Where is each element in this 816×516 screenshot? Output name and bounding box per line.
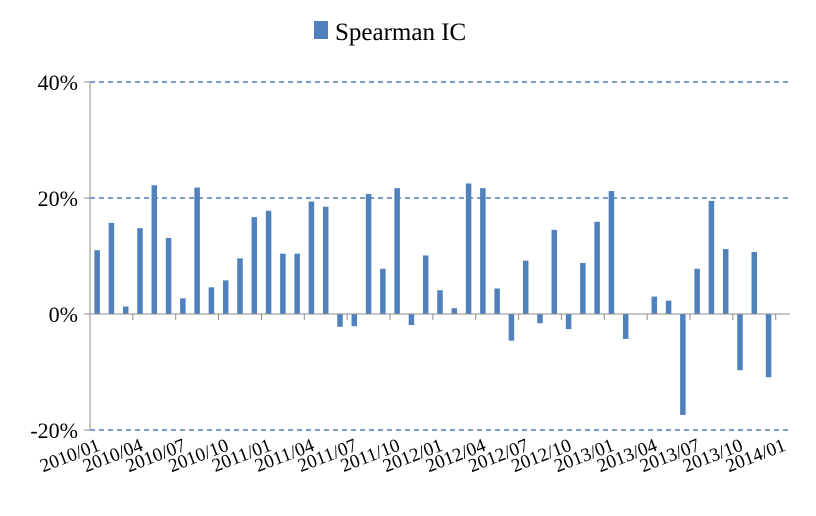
- bar: [537, 314, 543, 324]
- bar: [422, 255, 429, 314]
- y-tick-label: -20%: [30, 418, 78, 443]
- bar: [551, 229, 558, 314]
- bar: [380, 268, 386, 314]
- bar: [322, 206, 329, 314]
- bar: [508, 314, 515, 341]
- bar: [680, 314, 686, 415]
- bar: [465, 183, 472, 314]
- bars: [94, 183, 772, 415]
- bar: [294, 253, 300, 314]
- legend-swatch: [314, 21, 328, 39]
- bar: [494, 288, 500, 314]
- bar: [151, 185, 158, 314]
- bar: [94, 250, 100, 314]
- bar: [565, 314, 572, 330]
- bar: [351, 314, 358, 327]
- bar: [522, 260, 529, 314]
- bar: [194, 187, 200, 314]
- bar: [280, 253, 286, 314]
- bar: [694, 268, 700, 314]
- legend-label: Spearman IC: [335, 19, 466, 46]
- y-tick-label: 40%: [38, 70, 78, 95]
- y-axis: -20% 0% 20% 40%: [30, 70, 91, 443]
- bar: [308, 201, 315, 314]
- bar: [365, 193, 372, 314]
- bar: [580, 262, 586, 314]
- bar: [222, 280, 229, 314]
- bar: [208, 287, 215, 314]
- bar: [451, 308, 458, 314]
- y-tick-label: 0%: [49, 302, 78, 327]
- bar: [180, 298, 186, 314]
- bar: [122, 306, 129, 314]
- bar: [608, 191, 615, 314]
- bar: [337, 314, 343, 327]
- legend: Spearman IC: [314, 19, 466, 46]
- bar: [651, 296, 658, 314]
- bar: [751, 251, 758, 314]
- bar: [765, 314, 772, 378]
- bar: [437, 290, 443, 314]
- bar: [665, 300, 672, 314]
- bar: [408, 314, 415, 326]
- bar: [137, 228, 143, 314]
- x-axis: 2010/012010/042010/072010/102011/012011/…: [37, 313, 790, 477]
- bar: [480, 188, 486, 314]
- y-tick-label: 20%: [38, 186, 78, 211]
- bar: [737, 314, 743, 371]
- bar: [237, 258, 243, 314]
- bar: [708, 200, 715, 314]
- bar: [108, 222, 115, 314]
- bar: [722, 249, 729, 314]
- bar: [594, 221, 600, 314]
- bar: [251, 217, 258, 314]
- bar: [165, 238, 172, 314]
- bar: [394, 188, 400, 314]
- bar: [265, 210, 272, 314]
- bar: [622, 314, 629, 339]
